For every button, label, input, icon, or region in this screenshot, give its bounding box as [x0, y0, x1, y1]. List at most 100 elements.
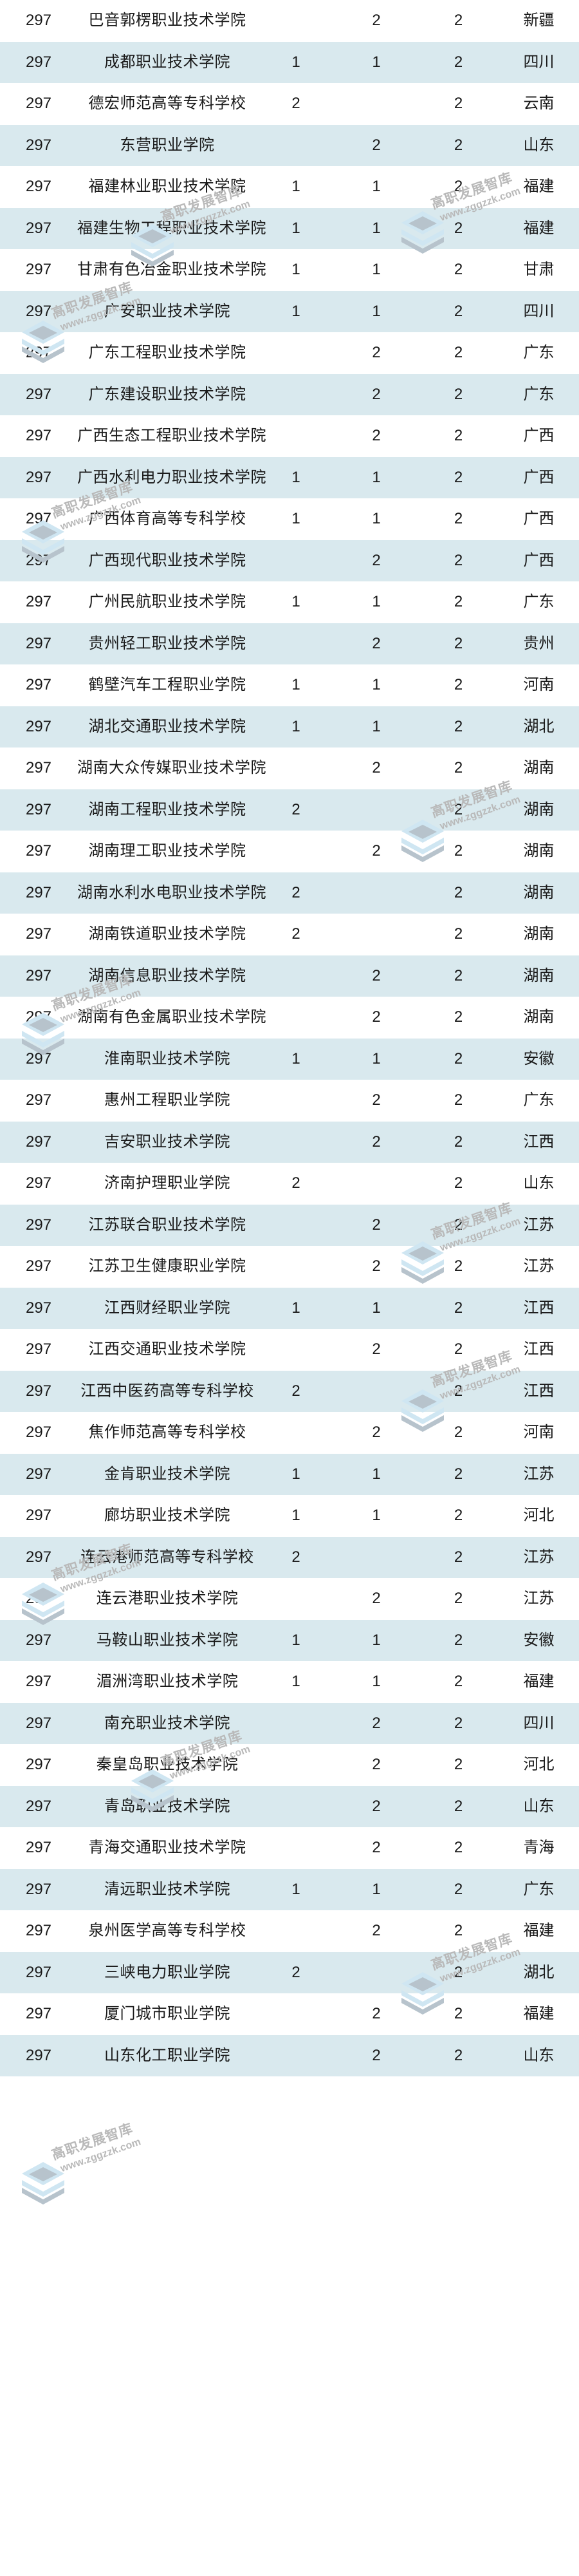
table-row: 297 巴音郭楞职业技术学院 2 2 新疆	[0, 0, 579, 42]
metric-1-cell	[257, 623, 335, 665]
metric-3-cell: 2	[454, 842, 463, 860]
metric-3-cell: 2	[454, 302, 463, 320]
province-cell: 广东	[523, 1880, 555, 1898]
province-cell: 广西	[523, 510, 555, 528]
province-cell: 四川	[523, 53, 555, 71]
metric-2-cell: 2	[372, 2046, 381, 2064]
metric-2-cell	[335, 1952, 418, 1994]
table-row: 297 金肯职业技术学院 1 1 2 江苏	[0, 1453, 579, 1495]
school-name-cell: 厦门城市职业学院	[104, 2005, 230, 2023]
table-row: 297 广安职业技术学院 1 1 2 四川	[0, 290, 579, 332]
school-name-cell: 济南护理职业学院	[104, 1174, 230, 1192]
school-name-cell: 广西体育高等专科学校	[88, 510, 246, 528]
metric-3-cell: 2	[454, 261, 463, 279]
rank-cell: 297	[25, 1299, 52, 1317]
school-name-cell: 江苏卫生健康职业学院	[88, 1257, 246, 1275]
metric-1-cell	[257, 1205, 335, 1246]
table-row: 297 秦皇岛职业技术学院 2 2 河北	[0, 1744, 579, 1786]
rank-cell: 297	[25, 2046, 52, 2064]
rank-cell: 297	[25, 219, 52, 237]
rank-cell: 297	[25, 1174, 52, 1192]
table-row: 297 南充职业技术学院 2 2 四川	[0, 1702, 579, 1745]
metric-2-cell: 2	[372, 1797, 381, 1815]
metric-2-cell: 2	[372, 1922, 381, 1940]
metric-2-cell	[335, 914, 418, 955]
rank-cell: 297	[25, 1922, 52, 1940]
rank-cell: 297	[25, 1548, 52, 1566]
province-cell: 广东	[523, 385, 555, 403]
school-name-cell: 湖南水利水电职业技术学院	[77, 883, 266, 901]
metric-3-cell: 2	[454, 966, 463, 984]
rank-cell: 297	[25, 1839, 52, 1857]
table-row: 297 德宏师范高等专科学校 2 2 云南	[0, 83, 579, 125]
metric-1-cell	[257, 1993, 335, 2035]
school-name-cell: 江西财经职业学院	[104, 1299, 230, 1317]
metric-3-cell: 2	[454, 1673, 463, 1691]
province-cell: 福建	[523, 1922, 555, 1940]
rank-cell: 297	[25, 1963, 52, 1981]
province-cell: 江苏	[523, 1465, 555, 1483]
rank-cell: 297	[25, 1091, 52, 1109]
rank-cell: 297	[25, 385, 52, 403]
province-cell: 江苏	[523, 1590, 555, 1608]
metric-2-cell: 2	[372, 12, 381, 30]
vocational-college-ranking-table: 297 巴音郭楞职业技术学院 2 2 新疆 297 成都职业技术学院 1 1 2 四川 297 德宏师范…	[0, 0, 579, 2076]
school-name-cell: 湄洲湾职业技术学院	[96, 1673, 239, 1691]
rank-cell: 297	[25, 883, 52, 901]
metric-2-cell: 1	[372, 53, 381, 71]
metric-2-cell: 2	[372, 136, 381, 154]
metric-3-cell: 2	[454, 634, 463, 652]
table-row: 297 福建林业职业技术学院 1 1 2 福建	[0, 166, 579, 208]
metric-3-cell: 2	[454, 1507, 463, 1525]
metric-3-cell: 2	[454, 344, 463, 362]
metric-1-cell: 1	[291, 1507, 300, 1525]
table-row: 297 江西中医药高等专科学校 2 2 江西	[0, 1370, 579, 1412]
province-cell: 四川	[523, 1714, 555, 1732]
metric-3-cell: 2	[454, 676, 463, 694]
rank-cell: 297	[25, 261, 52, 279]
province-cell: 江西	[523, 1299, 555, 1317]
table-row: 297 惠州工程职业学院 2 2 广东	[0, 1080, 579, 1122]
rank-cell: 297	[25, 468, 52, 486]
metric-2-cell: 2	[372, 1839, 381, 1857]
province-cell: 广西	[523, 551, 555, 569]
province-cell: 湖南	[523, 925, 555, 943]
province-cell: 新疆	[523, 12, 555, 30]
metric-2-cell: 1	[372, 302, 381, 320]
metric-1-cell	[257, 1827, 335, 1869]
school-name-cell: 清远职业技术学院	[104, 1880, 230, 1898]
layered-diamond-logo-icon	[19, 2159, 67, 2207]
school-name-cell: 广西生态工程职业技术学院	[77, 427, 266, 445]
province-cell: 福建	[523, 1673, 555, 1691]
table-row: 297 鹤壁汽车工程职业学院 1 1 2 河南	[0, 664, 579, 706]
province-cell: 湖北	[523, 717, 555, 735]
rank-cell: 297	[25, 1424, 52, 1442]
metric-1-cell	[257, 1703, 335, 1745]
table-row: 297 福建生物工程职业技术学院 1 1 2 福建	[0, 207, 579, 249]
table-row: 297 广西体育高等专科学校 1 1 2 广西	[0, 498, 579, 540]
rank-cell: 297	[25, 1216, 52, 1234]
province-cell: 江西	[523, 1133, 555, 1151]
province-cell: 云南	[523, 95, 555, 113]
school-name-cell: 湖北交通职业技术学院	[88, 717, 246, 735]
metric-3-cell: 2	[454, 53, 463, 71]
metric-2-cell: 2	[372, 427, 381, 445]
table-row: 297 廊坊职业技术学院 1 1 2 河北	[0, 1495, 579, 1537]
metric-2-cell: 1	[372, 1880, 381, 1898]
rank-cell: 297	[25, 344, 52, 362]
metric-3-cell: 2	[454, 1922, 463, 1940]
metric-3-cell: 2	[454, 2046, 463, 2064]
rank-cell: 297	[25, 178, 52, 196]
watermark-brand: 高职发展智库	[50, 2121, 135, 2163]
table-row: 297 湖南铁道职业技术学院 2 2 湖南	[0, 914, 579, 955]
metric-2-cell: 2	[372, 1008, 381, 1026]
metric-2-cell: 1	[372, 676, 381, 694]
metric-1-cell	[257, 1744, 335, 1786]
metric-2-cell: 2	[372, 551, 381, 569]
metric-1-cell: 2	[291, 1548, 300, 1566]
school-name-cell: 惠州工程职业学院	[104, 1091, 230, 1109]
school-name-cell: 广西现代职业技术学院	[88, 551, 246, 569]
province-cell: 江西	[523, 1382, 555, 1400]
table-row: 297 山东化工职业学院 2 2 山东	[0, 2035, 579, 2076]
metric-1-cell: 1	[291, 1299, 300, 1317]
